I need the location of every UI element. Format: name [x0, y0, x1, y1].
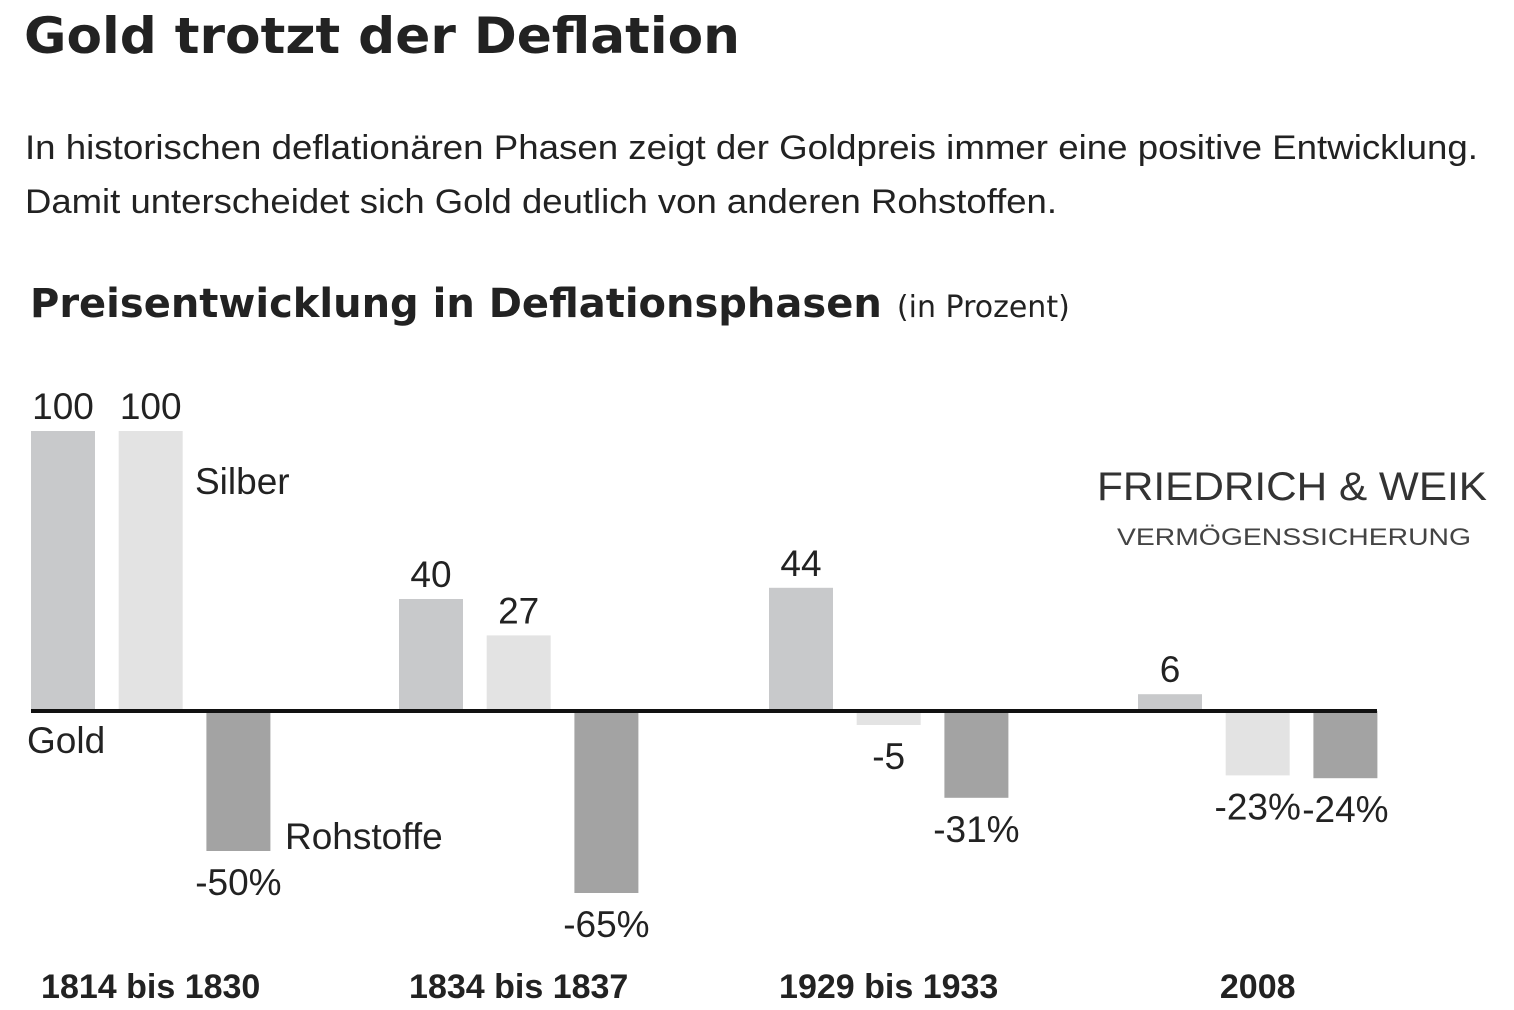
bar	[31, 431, 95, 711]
value-label: 100	[32, 386, 94, 427]
subtitle-line: Damit unterscheidet sich Gold deutlich v…	[25, 183, 1057, 221]
bar	[1138, 694, 1202, 711]
chart-title: Preisentwicklung in Deflationsphasen	[30, 281, 882, 327]
value-label: 44	[780, 543, 821, 584]
bar	[206, 711, 271, 851]
value-label: -5	[872, 736, 905, 777]
value-label: 27	[498, 590, 539, 631]
value-label: -31%	[933, 809, 1019, 850]
logo-name: FRIEDRICH & WEIK	[1097, 465, 1487, 509]
bar	[944, 711, 1009, 798]
bar	[574, 711, 639, 893]
bar	[1313, 711, 1378, 779]
bar	[118, 431, 183, 711]
value-label: 100	[120, 386, 182, 427]
value-label: -65%	[563, 904, 649, 945]
series-label: Gold	[27, 720, 105, 761]
bar	[399, 599, 463, 711]
series-label: Silber	[195, 461, 290, 502]
bar	[769, 587, 833, 711]
x-tick-label: 2008	[1220, 968, 1296, 1006]
series-label: Rohstoffe	[285, 816, 443, 857]
value-label: 6	[1160, 649, 1181, 690]
page-title: Gold trotzt der Deflation	[24, 7, 740, 65]
value-label: -23%	[1215, 786, 1301, 827]
value-label: -24%	[1302, 789, 1388, 830]
bar	[1225, 711, 1290, 776]
value-label: 40	[410, 554, 451, 595]
x-tick-label: 1929 bis 1933	[779, 968, 998, 1006]
bar	[486, 635, 551, 711]
logo-tagline: VERMÖGENSSICHERUNG	[1117, 524, 1471, 551]
unit-note: (in Prozent)	[897, 290, 1070, 325]
bar	[856, 711, 921, 725]
x-tick-label: 1834 bis 1837	[409, 968, 628, 1006]
value-label: -50%	[195, 862, 281, 903]
chart-heading: Preisentwicklung in Deflationsphasen (in…	[30, 281, 1070, 327]
x-tick-label: 1814 bis 1830	[41, 968, 260, 1006]
subtitle-line: In historischen deflationären Phasen zei…	[25, 129, 1478, 167]
